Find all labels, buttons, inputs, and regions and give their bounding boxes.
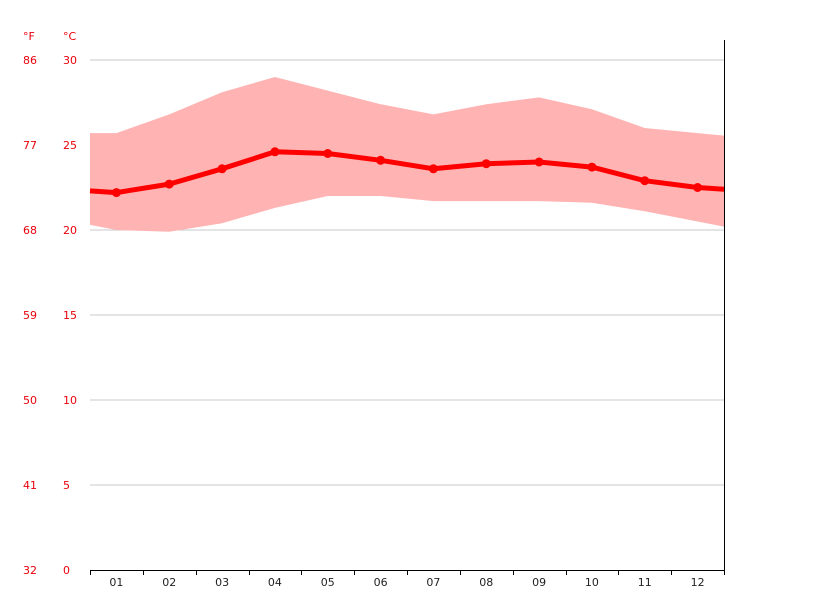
y-tick-c-20: 20 [63, 224, 77, 237]
y-tick-c-30: 30 [63, 54, 77, 67]
unit-fahrenheit-label: °F [23, 30, 35, 43]
month-label-03: 03 [215, 576, 229, 589]
month-label-10: 10 [585, 576, 599, 589]
mean-point-11 [640, 176, 650, 186]
mean-point-06 [376, 155, 386, 165]
y-tick-f-77: 77 [23, 139, 37, 152]
month-label-04: 04 [268, 576, 282, 589]
mean-point-07 [428, 164, 438, 174]
mean-point-08 [481, 159, 491, 169]
y-tick-f-41: 41 [23, 479, 37, 492]
mean-point-10 [587, 162, 597, 172]
month-label-09: 09 [532, 576, 546, 589]
y-tick-f-86: 86 [23, 54, 37, 67]
month-label-12: 12 [691, 576, 705, 589]
y-tick-c-15: 15 [63, 309, 77, 322]
mean-temperature-line [89, 149, 725, 196]
y-tick-c-10: 10 [63, 394, 77, 407]
mean-point-02 [164, 179, 174, 189]
y-tick-f-32: 32 [23, 564, 37, 577]
month-label-06: 06 [374, 576, 388, 589]
month-label-11: 11 [638, 576, 652, 589]
month-label-07: 07 [426, 576, 440, 589]
month-label-01: 01 [109, 576, 123, 589]
temperature-range-band [90, 77, 724, 232]
y-tick-c-5: 5 [63, 479, 70, 492]
y-tick-f-59: 59 [23, 309, 37, 322]
month-label-05: 05 [321, 576, 335, 589]
month-label-08: 08 [479, 576, 493, 589]
mean-point-09 [534, 157, 544, 167]
y-tick-c-0: 0 [63, 564, 70, 577]
mean-point-04 [270, 147, 280, 157]
y-tick-f-68: 68 [23, 224, 37, 237]
mean-point-03 [217, 164, 227, 174]
y-tick-c-25: 25 [63, 139, 77, 152]
unit-celsius-label: °C [63, 30, 77, 43]
mean-point-12 [693, 183, 703, 192]
mean-point-05 [323, 149, 333, 158]
mean-point-01 [111, 188, 121, 198]
month-label-02: 02 [162, 576, 176, 589]
y-tick-f-50: 50 [23, 394, 37, 407]
